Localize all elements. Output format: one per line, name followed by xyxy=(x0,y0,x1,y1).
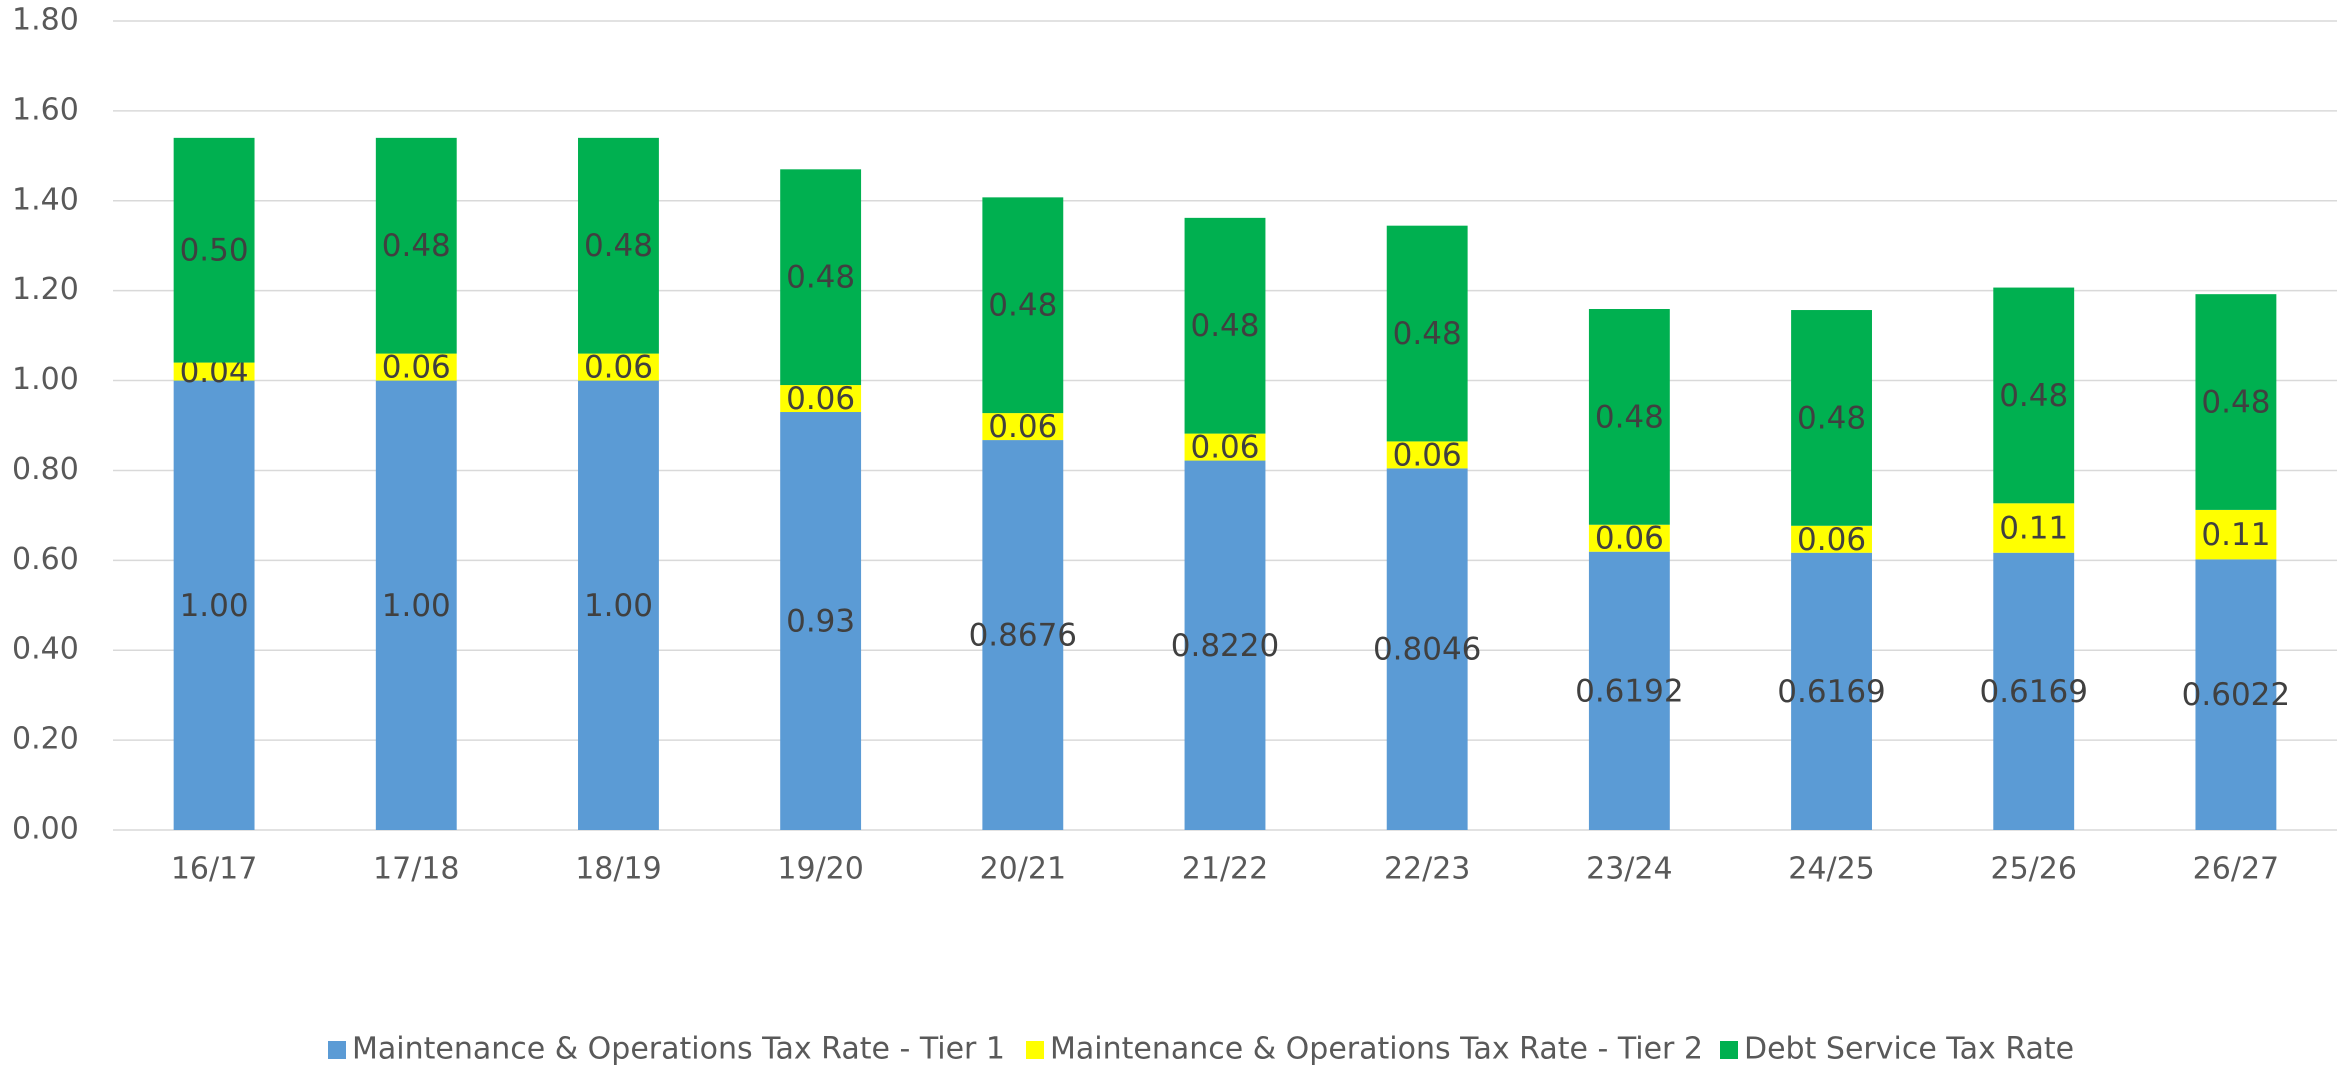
y-tick-label: 1.20 xyxy=(12,272,79,307)
bar-segment xyxy=(1184,217,1266,434)
data-label: 0.06 xyxy=(988,409,1057,445)
data-label: 0.50 xyxy=(180,233,249,269)
bar-segment xyxy=(2195,559,2277,830)
bar-segment xyxy=(2195,294,2277,510)
legend-swatch xyxy=(1026,1041,1044,1059)
data-label: 0.48 xyxy=(786,260,855,296)
bar-segment xyxy=(173,380,255,830)
data-label: 0.8046 xyxy=(1373,632,1481,668)
data-label: 0.06 xyxy=(786,381,855,417)
bar-segment xyxy=(1386,225,1468,442)
bar-segment xyxy=(375,137,457,354)
data-label: 1.00 xyxy=(180,588,249,624)
x-tick-label: 20/21 xyxy=(980,852,1066,887)
bar-segment xyxy=(578,353,659,381)
bar-segment xyxy=(1184,433,1266,461)
data-label: 0.48 xyxy=(988,288,1057,324)
bar-segment xyxy=(578,380,659,830)
data-label: 0.93 xyxy=(786,604,855,640)
data-label: 0.6022 xyxy=(2182,677,2290,713)
bar-segment xyxy=(578,137,659,354)
data-label: 0.06 xyxy=(1595,521,1664,557)
y-tick-label: 1.00 xyxy=(12,362,79,397)
bar-segment xyxy=(1184,460,1266,830)
data-label: 0.8220 xyxy=(1171,628,1279,664)
bar-segment xyxy=(375,353,457,381)
y-tick-label: 1.60 xyxy=(12,92,79,127)
x-tick-label: 21/22 xyxy=(1182,852,1268,887)
legend-label: Debt Service Tax Rate xyxy=(1744,1032,2074,1067)
y-tick-label: 0.60 xyxy=(12,542,79,577)
bar-segment xyxy=(982,413,1064,441)
y-tick-label: 0.20 xyxy=(12,722,79,757)
data-label: 0.6192 xyxy=(1575,673,1683,709)
bar-segment xyxy=(173,362,255,381)
x-tick-label: 17/18 xyxy=(373,852,459,887)
data-label: 0.06 xyxy=(1190,430,1259,466)
bar-segment xyxy=(1588,551,1670,830)
data-label: 0.06 xyxy=(382,350,451,386)
legend-swatch xyxy=(1720,1041,1738,1059)
data-label: 0.48 xyxy=(1393,316,1462,352)
x-tick-label: 23/24 xyxy=(1586,852,1672,887)
bar-segment xyxy=(1993,503,2075,553)
x-tick-label: 22/23 xyxy=(1384,852,1470,887)
data-label: 0.48 xyxy=(1595,399,1664,435)
data-label: 0.48 xyxy=(1797,400,1866,436)
bar-segment xyxy=(1791,552,1872,830)
x-tick-label: 24/25 xyxy=(1788,852,1874,887)
y-tick-label: 1.80 xyxy=(12,3,79,38)
bar-segment xyxy=(780,169,862,386)
bar-segment xyxy=(982,440,1064,830)
y-tick-label: 0.40 xyxy=(12,632,79,667)
data-label: 0.11 xyxy=(2201,517,2270,553)
bar-segment xyxy=(1588,524,1670,552)
data-label: 0.48 xyxy=(1190,308,1259,344)
data-label: 0.06 xyxy=(584,350,653,386)
x-tick-label: 25/26 xyxy=(1990,852,2076,887)
bar-segment xyxy=(982,197,1064,414)
data-label: 1.00 xyxy=(382,588,451,624)
data-label: 0.48 xyxy=(1999,378,2068,414)
data-label: 0.8676 xyxy=(969,618,1077,654)
data-label: 1.00 xyxy=(584,588,653,624)
bar-segment xyxy=(1791,310,1872,526)
x-tick-label: 19/20 xyxy=(777,852,863,887)
data-label: 0.11 xyxy=(1999,511,2068,547)
x-tick-label: 16/17 xyxy=(171,852,257,887)
bar-segment xyxy=(1791,525,1872,553)
legend-swatch xyxy=(328,1041,346,1059)
y-tick-label: 0.00 xyxy=(12,812,79,847)
y-tick-label: 0.80 xyxy=(12,452,79,487)
bar-segment xyxy=(1386,441,1468,469)
y-tick-label: 1.40 xyxy=(12,182,79,217)
data-label: 0.6169 xyxy=(1777,674,1885,710)
data-label: 0.06 xyxy=(1393,437,1462,473)
x-tick-label: 18/19 xyxy=(575,852,661,887)
data-label: 0.48 xyxy=(382,228,451,264)
bar-segment xyxy=(780,385,862,413)
bar-segment xyxy=(1588,309,1670,525)
x-tick-label: 26/27 xyxy=(2193,852,2279,887)
legend-label: Maintenance & Operations Tax Rate - Tier… xyxy=(1050,1032,1703,1067)
bar-segment xyxy=(173,137,255,363)
bar-segment xyxy=(375,380,457,830)
data-label: 0.06 xyxy=(1797,522,1866,558)
data-label: 0.6169 xyxy=(1979,674,2087,710)
bar-segment xyxy=(1386,468,1468,830)
bar-segment xyxy=(1993,552,2075,830)
data-label: 0.48 xyxy=(584,228,653,264)
legend-label: Maintenance & Operations Tax Rate - Tier… xyxy=(352,1032,1005,1067)
data-label: 0.48 xyxy=(2201,385,2270,421)
bar-segment xyxy=(1993,287,2075,504)
bar-segment xyxy=(780,412,862,830)
bar-segment xyxy=(2195,509,2277,560)
